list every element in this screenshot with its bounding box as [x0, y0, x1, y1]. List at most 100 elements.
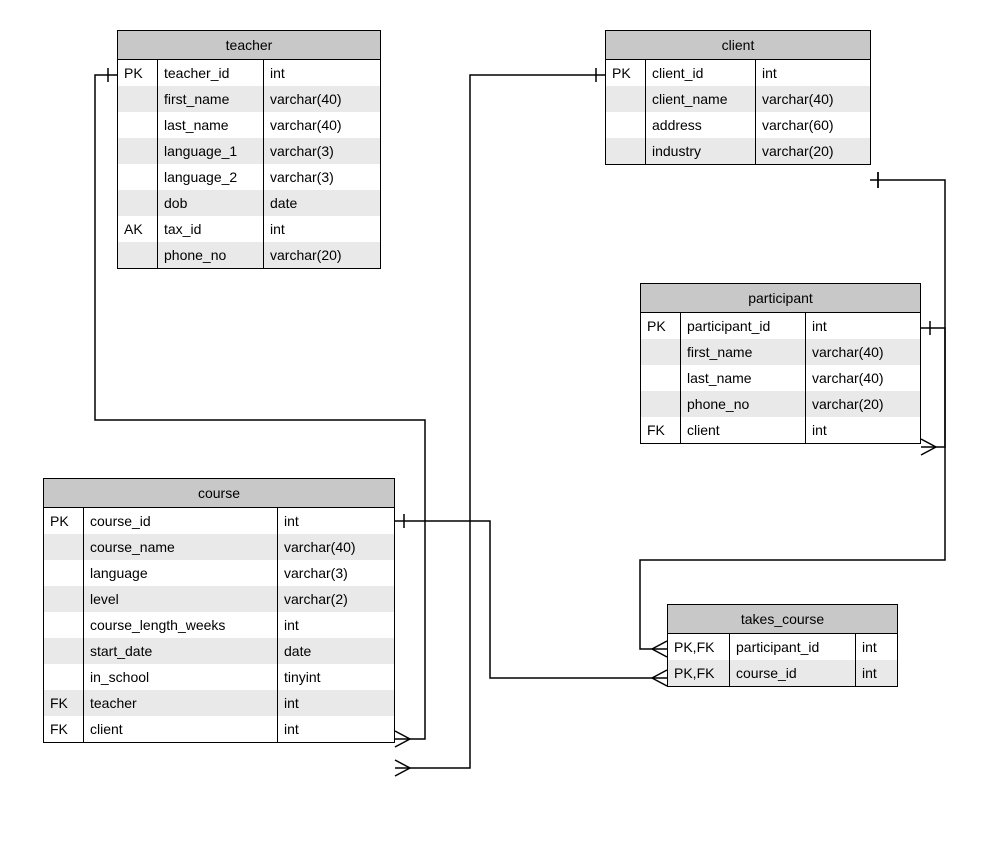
field-name-cell: address [646, 112, 756, 138]
table-row: phone_novarchar(20) [118, 242, 380, 268]
entity-title: client [606, 31, 870, 60]
key-cell [118, 86, 158, 112]
field-name-cell: teacher_id [158, 60, 264, 86]
table-row: industryvarchar(20) [606, 138, 870, 164]
type-cell: int [856, 634, 896, 660]
entity-takes-course: takes_course PK,FKparticipant_idintPK,FK… [667, 604, 898, 687]
entity-title: course [44, 479, 394, 508]
type-cell: int [806, 417, 919, 443]
type-cell: varchar(40) [806, 339, 919, 365]
type-cell: int [278, 508, 393, 534]
table-row: in_schooltinyint [44, 664, 394, 690]
key-cell: PK [44, 508, 84, 534]
type-cell: varchar(40) [278, 534, 393, 560]
type-cell: int [278, 612, 393, 638]
field-name-cell: client_id [646, 60, 756, 86]
type-cell: tinyint [278, 664, 393, 690]
key-cell [44, 586, 84, 612]
type-cell: varchar(40) [264, 112, 379, 138]
type-cell: varchar(40) [756, 86, 869, 112]
key-cell [118, 190, 158, 216]
table-row: dobdate [118, 190, 380, 216]
entity-title: takes_course [668, 605, 897, 634]
field-name-cell: last_name [158, 112, 264, 138]
table-row: language_2varchar(3) [118, 164, 380, 190]
table-row: PK,FKcourse_idint [668, 660, 897, 686]
table-row: PKteacher_idint [118, 60, 380, 86]
key-cell: FK [44, 716, 84, 742]
key-cell: PK,FK [668, 634, 730, 660]
key-cell [641, 339, 681, 365]
type-cell: int [856, 660, 896, 686]
entity-participant: participant PKparticipant_idintfirst_nam… [640, 283, 921, 444]
field-name-cell: language_1 [158, 138, 264, 164]
key-cell [118, 138, 158, 164]
key-cell [641, 391, 681, 417]
type-cell: int [264, 60, 379, 86]
table-row: FKclientint [44, 716, 394, 742]
field-name-cell: course_id [84, 508, 278, 534]
field-name-cell: teacher [84, 690, 278, 716]
key-cell [118, 112, 158, 138]
type-cell: date [278, 638, 393, 664]
key-cell [44, 612, 84, 638]
type-cell: int [278, 690, 393, 716]
key-cell [606, 138, 646, 164]
field-name-cell: dob [158, 190, 264, 216]
type-cell: varchar(2) [278, 586, 393, 612]
rel-client-course [395, 75, 605, 768]
table-row: course_length_weeksint [44, 612, 394, 638]
field-name-cell: language_2 [158, 164, 264, 190]
table-row: FKclientint [641, 417, 920, 443]
key-cell: FK [641, 417, 681, 443]
entity-course: course PKcourse_idintcourse_namevarchar(… [43, 478, 395, 743]
field-name-cell: client [681, 417, 806, 443]
key-cell: PK [606, 60, 646, 86]
type-cell: varchar(20) [264, 242, 379, 268]
type-cell: varchar(40) [806, 365, 919, 391]
table-row: languagevarchar(3) [44, 560, 394, 586]
field-name-cell: level [84, 586, 278, 612]
type-cell: varchar(40) [264, 86, 379, 112]
field-name-cell: course_name [84, 534, 278, 560]
type-cell: varchar(20) [806, 391, 919, 417]
type-cell: varchar(60) [756, 112, 869, 138]
entity-title: participant [641, 284, 920, 313]
field-name-cell: industry [646, 138, 756, 164]
key-cell [44, 664, 84, 690]
type-cell: int [264, 216, 379, 242]
entity-title: teacher [118, 31, 380, 60]
type-cell: varchar(3) [278, 560, 393, 586]
table-row: addressvarchar(60) [606, 112, 870, 138]
table-row: last_namevarchar(40) [641, 365, 920, 391]
field-name-cell: course_length_weeks [84, 612, 278, 638]
key-cell [641, 365, 681, 391]
table-row: last_namevarchar(40) [118, 112, 380, 138]
key-cell: PK [641, 313, 681, 339]
rel-course-takes [395, 521, 667, 678]
field-name-cell: language [84, 560, 278, 586]
key-cell [44, 638, 84, 664]
key-cell: FK [44, 690, 84, 716]
table-row: PKcourse_idint [44, 508, 394, 534]
type-cell: date [264, 190, 379, 216]
field-name-cell: client_name [646, 86, 756, 112]
field-name-cell: in_school [84, 664, 278, 690]
field-name-cell: course_id [730, 660, 856, 686]
table-row: client_namevarchar(40) [606, 86, 870, 112]
key-cell: PK [118, 60, 158, 86]
table-row: PKclient_idint [606, 60, 870, 86]
field-name-cell: client [84, 716, 278, 742]
table-row: PK,FKparticipant_idint [668, 634, 897, 660]
type-cell: int [278, 716, 393, 742]
type-cell: varchar(3) [264, 164, 379, 190]
field-name-cell: participant_id [730, 634, 856, 660]
table-row: course_namevarchar(40) [44, 534, 394, 560]
key-cell: AK [118, 216, 158, 242]
table-row: language_1varchar(3) [118, 138, 380, 164]
table-row: start_datedate [44, 638, 394, 664]
table-row: first_namevarchar(40) [118, 86, 380, 112]
type-cell: int [806, 313, 919, 339]
key-cell [118, 164, 158, 190]
field-name-cell: tax_id [158, 216, 264, 242]
